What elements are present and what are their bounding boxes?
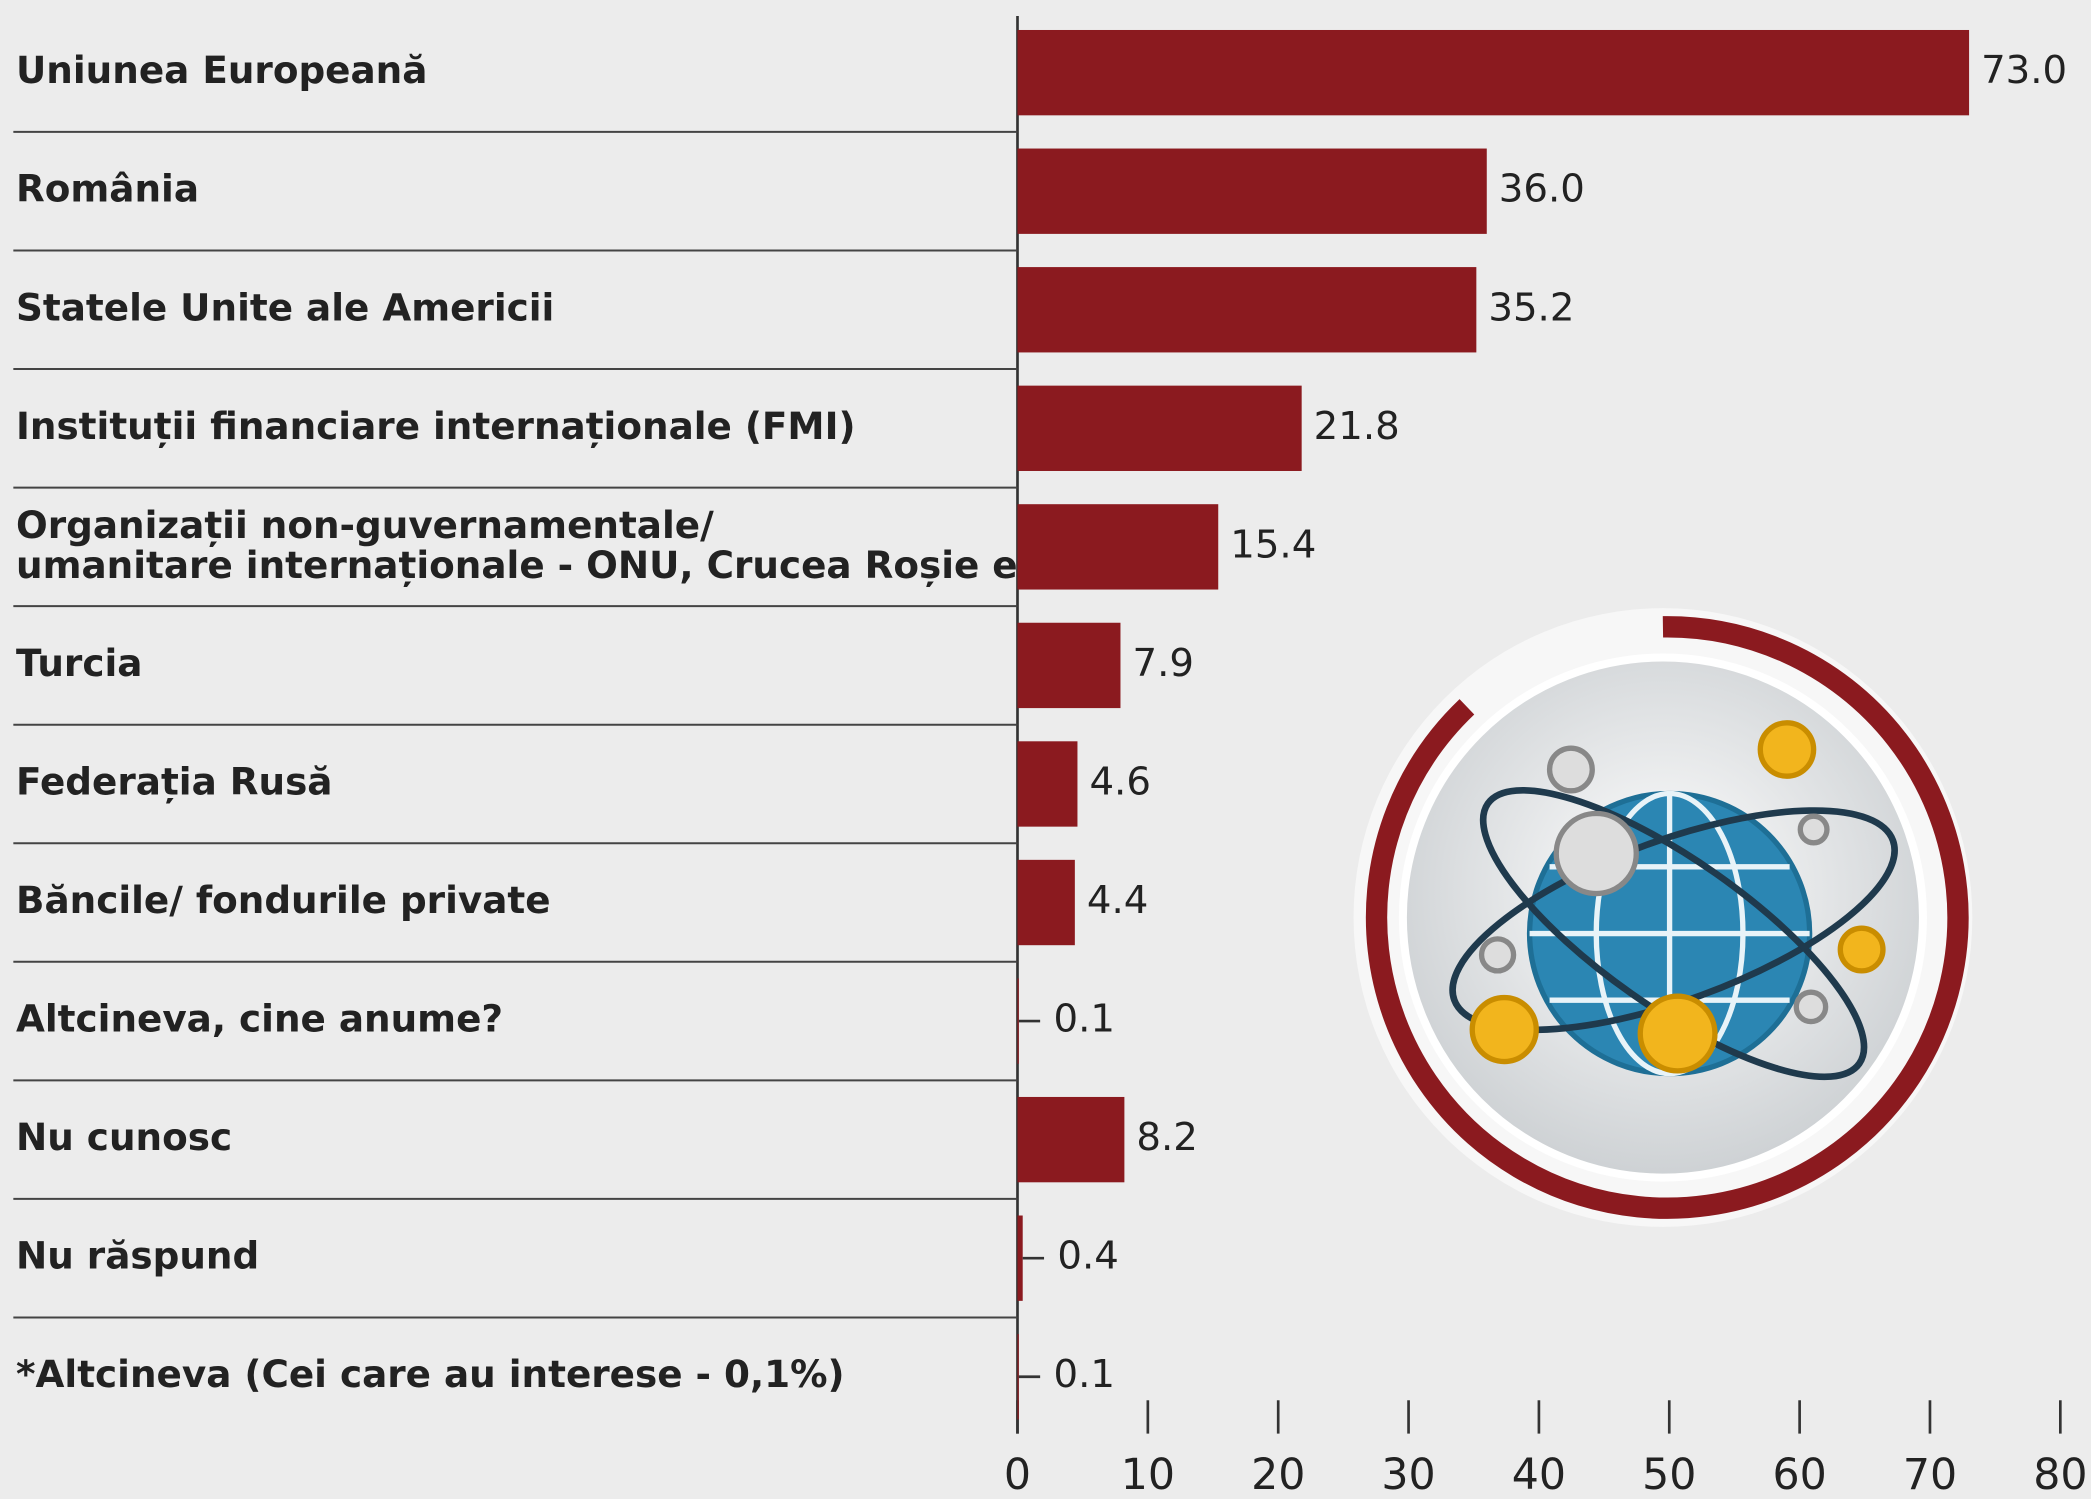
category-label: Băncile/ fondurile private <box>16 878 551 922</box>
bar <box>1017 859 1075 946</box>
orbits <box>1449 786 1898 1081</box>
x-tick-label: 60 <box>1772 1450 1826 1499</box>
category-label: Organizații non-guvernamentale/umanitare… <box>16 502 1058 586</box>
category-label: Nu răspund <box>16 1234 259 1278</box>
illustration-arc <box>1365 616 1969 1219</box>
value-label: 36.0 <box>1499 167 1585 212</box>
value-label: 8.2 <box>1136 1115 1197 1160</box>
value-label: 7.9 <box>1132 641 1193 686</box>
value-label: 35.2 <box>1488 285 1574 330</box>
category-label: Uniunea Europeană <box>16 48 427 92</box>
value-label: 21.8 <box>1314 404 1400 449</box>
category-label: Instituții financiare internaționale (FM… <box>16 404 856 448</box>
x-tick-label: 40 <box>1512 1450 1566 1499</box>
x-tick-label: 30 <box>1381 1450 1435 1499</box>
bar <box>1017 1096 1125 1183</box>
bar <box>1017 622 1121 709</box>
x-tick-label: 80 <box>2033 1450 2087 1499</box>
value-label: 15.4 <box>1230 522 1316 567</box>
x-tick-label: 0 <box>1004 1450 1031 1499</box>
category-label: Altcineva, cine anume? <box>16 997 503 1041</box>
bar <box>1017 267 1477 353</box>
bar <box>1017 1215 1023 1301</box>
bar <box>1017 29 1970 116</box>
bar <box>1017 385 1302 471</box>
bar <box>1017 741 1078 827</box>
silver-coins <box>1478 745 1830 1025</box>
coins <box>1469 720 1886 1074</box>
value-label: 4.4 <box>1087 878 1148 923</box>
value-label: 73.0 <box>1981 48 2067 93</box>
category-label: România <box>16 167 199 211</box>
value-label: 4.6 <box>1089 759 1150 804</box>
x-tick-label: 50 <box>1642 1450 1696 1499</box>
value-label: 0.1 <box>1053 997 1114 1042</box>
x-tick-label: 70 <box>1903 1450 1957 1499</box>
category-label: Statele Unite ale Americii <box>16 285 554 329</box>
category-label: Turcia <box>16 641 142 685</box>
globe-illustration <box>1353 608 1973 1227</box>
value-label: 0.4 <box>1057 1234 1118 1279</box>
bar <box>1017 978 1019 1064</box>
bar <box>1017 1334 1019 1420</box>
x-tick-label: 20 <box>1251 1450 1305 1499</box>
category-label: Federația Rusă <box>16 759 333 803</box>
bar <box>1017 504 1219 590</box>
bar <box>1017 148 1487 234</box>
category-label: *Altcineva (Cei care au interese - 0,1%) <box>16 1352 845 1396</box>
category-label: Nu cunosc <box>16 1115 232 1159</box>
plot: 0 10 20 30 40 50 60 70 80 Uniunea Europeană 73.0 Ro… <box>13 29 2087 1499</box>
value-label: 0.1 <box>1053 1352 1114 1397</box>
x-tick-label: 10 <box>1121 1450 1175 1499</box>
